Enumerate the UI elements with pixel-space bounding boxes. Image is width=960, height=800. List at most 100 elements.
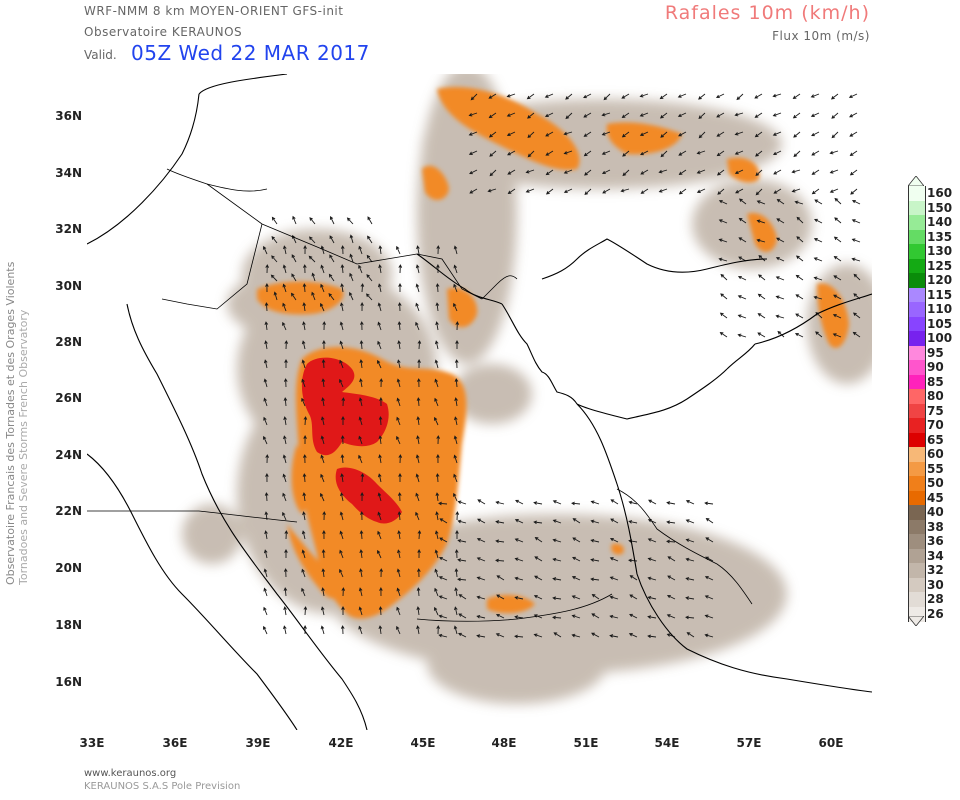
wind-arrow bbox=[583, 112, 592, 118]
legend-label: 95 bbox=[927, 345, 944, 360]
wind-arrow bbox=[453, 435, 458, 445]
wind-arrow bbox=[340, 245, 345, 255]
legend-swatch bbox=[908, 258, 926, 274]
wind-arrow bbox=[396, 245, 401, 255]
wind-arrow bbox=[303, 416, 308, 426]
wind-arrow bbox=[302, 511, 306, 521]
wind-arrow bbox=[358, 435, 363, 445]
wind-arrow bbox=[264, 530, 268, 540]
wind-arrow bbox=[469, 169, 478, 175]
wind-arrow bbox=[436, 245, 441, 255]
wind-arrow bbox=[583, 131, 592, 137]
wind-arrow bbox=[496, 594, 505, 600]
map-panel[interactable] bbox=[87, 74, 872, 730]
wind-arrow bbox=[398, 264, 403, 274]
legend-label: 100 bbox=[927, 331, 953, 345]
wind-arrow bbox=[772, 112, 782, 117]
wind-arrow bbox=[685, 615, 695, 620]
wind-arrow bbox=[271, 255, 278, 263]
wind-arrow bbox=[438, 576, 448, 581]
wind-arrow bbox=[584, 188, 592, 196]
wind-arrow bbox=[813, 295, 823, 300]
wind-arrow bbox=[302, 454, 307, 464]
legend-label: 75 bbox=[927, 403, 944, 418]
wind-arrow bbox=[629, 575, 638, 581]
wind-arrow bbox=[263, 568, 268, 578]
wind-arrow bbox=[629, 613, 638, 619]
wind-arrow bbox=[291, 254, 297, 263]
lat-label: 16N bbox=[55, 675, 82, 689]
wind-arrow bbox=[829, 169, 839, 174]
legend-swatch bbox=[908, 389, 926, 404]
legend-swatch bbox=[908, 374, 926, 390]
wind-arrow bbox=[291, 273, 297, 282]
wind-arrow bbox=[525, 188, 535, 193]
wind-arrow bbox=[468, 150, 478, 155]
wind-arrow bbox=[545, 169, 554, 176]
wind-arrow bbox=[396, 435, 401, 445]
wind-arrow bbox=[341, 587, 346, 597]
lat-label: 28N bbox=[55, 335, 82, 349]
wind-arrow bbox=[457, 500, 467, 505]
footer-url[interactable]: www.keraunos.org bbox=[84, 768, 177, 779]
map-canvas bbox=[87, 74, 872, 730]
wind-arrow bbox=[514, 615, 524, 619]
wind-arrow bbox=[270, 274, 278, 282]
wind-arrow bbox=[685, 519, 695, 524]
wind-arrow bbox=[776, 198, 785, 205]
wind-arrow bbox=[591, 613, 600, 619]
wind-arrow bbox=[263, 416, 268, 426]
wind-arrow bbox=[454, 378, 459, 388]
wind-arrow bbox=[756, 200, 766, 205]
wind-arrow bbox=[311, 272, 316, 282]
wind-arrow bbox=[696, 188, 706, 193]
wind-arrow bbox=[415, 454, 420, 464]
wind-arrow bbox=[534, 556, 543, 562]
wind-arrow bbox=[601, 150, 611, 155]
legend-swatch bbox=[908, 273, 926, 288]
wind-arrow bbox=[359, 511, 364, 521]
wind-arrow bbox=[791, 188, 801, 193]
wind-arrow bbox=[658, 188, 668, 193]
wind-arrow bbox=[358, 245, 363, 255]
wind-arrow bbox=[341, 416, 345, 425]
wind-arrow bbox=[453, 454, 458, 464]
wind-arrow bbox=[495, 500, 505, 505]
wind-arrow bbox=[359, 568, 363, 578]
wind-arrow bbox=[660, 150, 668, 158]
wind-arrow bbox=[720, 293, 728, 300]
wind-arrow bbox=[321, 587, 325, 597]
wind-arrow bbox=[366, 274, 373, 282]
lon-label: 60E bbox=[818, 736, 844, 750]
wind-arrow bbox=[273, 291, 278, 301]
wind-arrow bbox=[320, 606, 325, 616]
legend-label: 38 bbox=[927, 519, 944, 534]
wind-arrow bbox=[436, 264, 440, 274]
wind-arrow bbox=[476, 614, 486, 619]
wind-arrow bbox=[358, 416, 363, 426]
wind-arrow bbox=[271, 216, 278, 225]
wind-arrow bbox=[628, 500, 638, 505]
side-credit: Observatoire Francais des Tornades et de… bbox=[4, 185, 30, 585]
legend-label: 105 bbox=[927, 316, 953, 331]
wind-arrow bbox=[434, 340, 439, 350]
wind-arrow bbox=[453, 302, 458, 312]
wind-arrow bbox=[716, 112, 725, 118]
lat-label: 26N bbox=[55, 391, 82, 405]
wind-arrow bbox=[833, 236, 842, 243]
wind-arrow bbox=[583, 93, 592, 99]
wind-arrow bbox=[534, 575, 543, 581]
wind-arrow bbox=[397, 492, 402, 502]
wind-arrow bbox=[545, 131, 554, 137]
legend-swatch bbox=[908, 461, 926, 477]
wind-arrow bbox=[506, 93, 516, 98]
lat-label: 22N bbox=[55, 504, 82, 518]
wind-arrow bbox=[609, 557, 619, 562]
wind-arrow bbox=[271, 235, 278, 244]
wind-arrow bbox=[775, 256, 785, 262]
wind-arrow bbox=[476, 557, 486, 562]
wind-arrow bbox=[851, 238, 861, 243]
wind-arrow bbox=[628, 633, 638, 638]
legend-swatch bbox=[908, 244, 926, 259]
wind-arrow bbox=[677, 112, 687, 118]
